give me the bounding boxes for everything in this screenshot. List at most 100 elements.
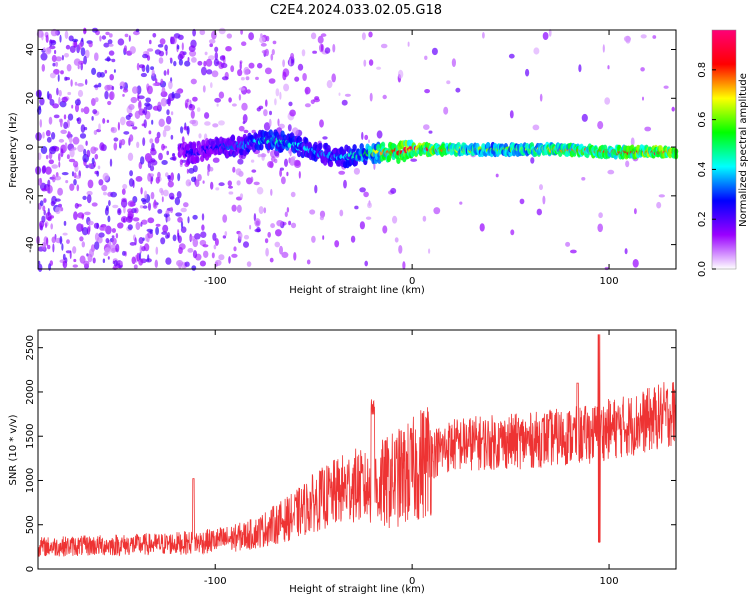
heatmap-noise-cell xyxy=(213,244,217,250)
heatmap-noise-cell xyxy=(145,103,153,111)
heatmap-noise-cell xyxy=(138,258,144,266)
heatmap-noise-cell xyxy=(129,46,136,54)
heatmap-noise-cell xyxy=(163,70,167,76)
heatmap-noise-cell xyxy=(209,43,213,48)
heatmap-noise-cell xyxy=(113,137,119,142)
heatmap-noise-cell xyxy=(289,157,296,166)
heatmap-noise-cell xyxy=(188,167,195,174)
heatmap-noise-cell xyxy=(94,52,99,61)
heatmap-noise-cell xyxy=(115,233,119,239)
heatmap-noise-cell xyxy=(129,121,135,126)
heatmap-noise-cell xyxy=(51,164,58,169)
heatmap-noise-cell xyxy=(62,260,68,269)
heatmap-noise-cell xyxy=(113,260,118,267)
heatmap-noise-cell xyxy=(279,245,283,255)
heatmap-noise-cell xyxy=(243,66,250,76)
heatmap-noise-cell xyxy=(170,36,175,45)
heatmap-noise-cell xyxy=(228,256,231,264)
heatmap-noise-cell xyxy=(191,265,197,271)
heatmap-ridge-cell xyxy=(326,145,331,152)
heatmap-noise-cell xyxy=(192,238,199,248)
heatmap-noise-cell xyxy=(80,47,86,57)
heatmap-noise-cell xyxy=(353,167,360,175)
heatmap-noise-cell xyxy=(63,114,67,120)
heatmap-noise-cell xyxy=(180,221,184,229)
heatmap-noise-cell xyxy=(145,97,151,103)
heatmap-noise-cell xyxy=(392,215,398,224)
heatmap-noise-cell xyxy=(158,57,164,64)
heatmap-noise-cell xyxy=(106,56,111,62)
heatmap-noise-cell xyxy=(167,175,171,180)
heatmap-noise-cell xyxy=(281,251,289,258)
heatmap-noise-cell xyxy=(64,142,68,152)
heatmap-noise-cell xyxy=(163,91,168,97)
heatmap-noise-cell xyxy=(288,220,292,226)
heatmap-noise-cell xyxy=(311,235,316,243)
heatmap-noise-cell xyxy=(87,253,93,263)
heatmap-noise-cell xyxy=(35,132,42,141)
heatmap-noise-cell xyxy=(54,49,57,55)
heatmap-noise-cell xyxy=(218,254,225,261)
heatmap-noise-cell xyxy=(376,130,383,139)
heatmap-noise-cell xyxy=(189,103,193,109)
heatmap-noise-cell xyxy=(109,244,117,254)
heatmap-noise-cell xyxy=(237,69,243,77)
heatmap-noise-cell xyxy=(199,260,206,267)
heatmap-noise-cell xyxy=(248,32,255,41)
colorbar-tick-label: 0.0 xyxy=(697,261,708,277)
heatmap-ridge-cell xyxy=(268,129,273,137)
heatmap-noise-cell xyxy=(339,209,344,217)
heatmap-noise-cell xyxy=(264,238,269,244)
heatmap-noise-cell xyxy=(120,116,126,126)
heatmap-noise-cell xyxy=(96,170,100,177)
heatmap-noise-cell xyxy=(344,93,351,97)
heatmap-noise-cell xyxy=(152,82,158,87)
heatmap-noise-cell xyxy=(101,35,107,40)
heatmap-noise-cell xyxy=(410,158,418,162)
heatmap-noise-cell xyxy=(157,44,164,48)
heatmap-noise-cell xyxy=(390,187,397,194)
heatmap-noise-cell xyxy=(127,224,133,231)
colorbar-tick-label: 0.8 xyxy=(697,62,708,78)
heatmap-noise-cell xyxy=(69,148,75,158)
heatmap-noise-cell xyxy=(191,176,197,183)
heatmap-noise-cell xyxy=(249,224,252,230)
heatmap-noise-cell xyxy=(368,59,374,66)
heatmap-noise-cell xyxy=(73,211,78,221)
heatmap-noise-cell xyxy=(209,166,214,172)
heatmap-noise-cell xyxy=(200,231,207,238)
heatmap-noise-cell xyxy=(304,86,311,95)
heatmap-noise-cell xyxy=(121,188,126,195)
heatmap-noise-cell xyxy=(326,80,333,89)
heatmap-noise-cell xyxy=(215,259,222,266)
heatmap-noise-cell xyxy=(105,225,112,235)
heatmap-noise-cell xyxy=(77,89,84,98)
heatmap-noise-cell xyxy=(539,184,543,191)
heatmap-noise-cell xyxy=(297,63,304,71)
heatmap-noise-cell xyxy=(376,66,382,70)
heatmap-noise-cell xyxy=(119,260,123,266)
heatmap-noise-cell xyxy=(382,94,387,100)
heatmap-noise-cell xyxy=(104,247,111,255)
heatmap-noise-cell xyxy=(145,233,149,242)
heatmap-noise-cell xyxy=(218,91,225,99)
colorbar-tick-label: 0.2 xyxy=(697,211,708,227)
heatmap-noise-cell xyxy=(284,211,288,218)
heatmap-noise-cell xyxy=(72,246,77,254)
spectrogram-y-tick-label: 20 xyxy=(25,92,36,105)
heatmap-noise-cell xyxy=(243,241,249,248)
heatmap-noise-cell xyxy=(246,261,252,267)
heatmap-noise-cell xyxy=(290,191,296,198)
heatmap-noise-cell xyxy=(364,134,369,141)
heatmap-noise-cell xyxy=(104,69,108,74)
heatmap-noise-cell xyxy=(181,42,184,51)
heatmap-noise-cell xyxy=(428,130,433,134)
heatmap-noise-cell xyxy=(289,58,292,66)
heatmap-noise-cell xyxy=(135,221,141,231)
heatmap-noise-cell xyxy=(150,191,155,200)
heatmap-noise-cell xyxy=(82,195,87,200)
heatmap-noise-cell xyxy=(184,60,191,67)
heatmap-noise-cell xyxy=(59,235,63,245)
heatmap-noise-cell xyxy=(39,119,42,128)
heatmap-noise-cell xyxy=(134,237,137,246)
